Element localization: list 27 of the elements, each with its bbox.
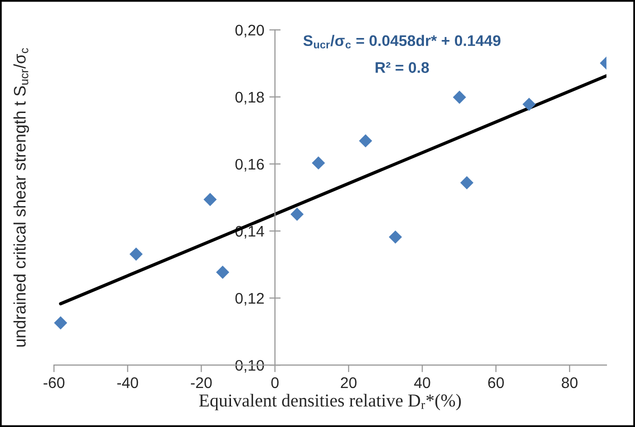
point bbox=[358, 134, 372, 148]
y-tick-label: 0,16 bbox=[235, 158, 264, 172]
x-tick-label: 60 bbox=[488, 377, 504, 388]
x-tick-label: 80 bbox=[562, 377, 578, 388]
y-axis-title: undrained critical shear strength t S$_{ucr}$/σ$_{c}$ bbox=[13, 48, 29, 347]
point bbox=[452, 90, 466, 104]
annotation: S$_{ucr}$/σ$_{c}$ = 0.0458dr* + 0.1449 bbox=[303, 34, 500, 48]
point bbox=[216, 266, 230, 279]
point bbox=[388, 230, 402, 244]
point bbox=[54, 316, 68, 330]
annotation: R² = 0.8 bbox=[376, 62, 429, 73]
point bbox=[204, 192, 217, 206]
x-tick-label: -20 bbox=[190, 377, 212, 388]
x-axis-title: Equivalent densities relative D$_{r}$*(%) bbox=[199, 394, 461, 410]
point bbox=[130, 248, 143, 261]
point bbox=[522, 98, 536, 111]
point bbox=[312, 156, 325, 170]
x-tick-label: 0 bbox=[271, 377, 279, 388]
x-tick-label: 40 bbox=[414, 377, 430, 388]
point bbox=[460, 176, 474, 190]
y-tick-label: 0,20 bbox=[235, 24, 264, 38]
x-tick-label: -60 bbox=[44, 377, 64, 388]
x-tick-label: 20 bbox=[340, 377, 357, 388]
point bbox=[290, 208, 304, 221]
x-tick-label: -40 bbox=[117, 377, 138, 388]
y-tick-label: 0,12 bbox=[235, 292, 264, 306]
y-tick-label: 0,18 bbox=[235, 92, 264, 104]
